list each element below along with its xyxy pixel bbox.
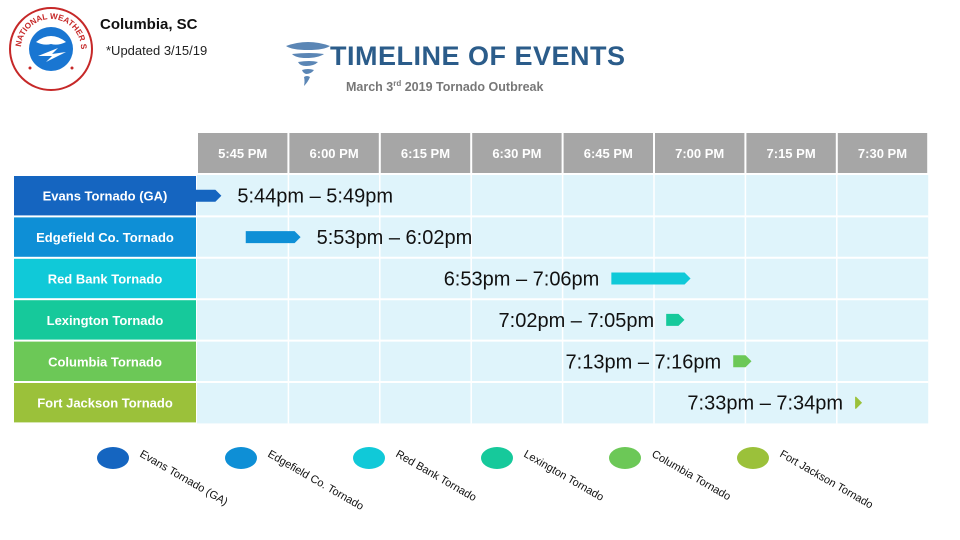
subtitle-post: 2019 Tornado Outbreak [401,80,544,95]
timeline-bar [855,396,863,409]
timeline-bar [733,355,752,368]
row-label-cell [14,258,196,299]
row-label: Lexington Tornado [47,313,164,328]
row-label: Evans Tornado (GA) [43,189,168,204]
header-cell [655,133,745,173]
legend-label: Fort Jackson Tornado [778,448,875,511]
header-cell [198,133,288,173]
row-label-cell [14,176,196,216]
header-cell [289,133,379,173]
timeline-bar [611,272,691,285]
row-label: Red Bank Tornado [48,272,163,287]
timeline-bar [245,231,301,244]
x-tick-label: 5:45 PM [218,146,267,161]
header-cell [563,133,653,173]
header-cell [837,133,928,173]
time-range-label: 7:13pm – 7:16pm [566,351,722,373]
x-tick-label: 6:15 PM [401,146,450,161]
office-name: Columbia, SC [100,16,198,33]
row-label: Fort Jackson Tornado [37,396,173,411]
header-cell [472,133,562,173]
legend-marker [481,447,513,469]
x-tick-label: 6:45 PM [584,146,633,161]
subtitle-pre: March 3 [346,80,394,95]
row-label-cell [14,383,196,423]
legend-label: Edgefield Co. Tornado [266,448,366,513]
x-tick-label: 7:00 PM [675,146,724,161]
header-cell [380,133,471,173]
updated-date: *Updated 3/15/19 [106,43,208,58]
row-label-cell [14,300,196,340]
legend-label: Evans Tornado (GA) [138,448,230,508]
timeline-bar [190,189,222,202]
x-tick-label: 7:15 PM [767,146,816,161]
time-range-label: 5:53pm – 6:02pm [317,227,473,249]
legend-marker [737,447,769,469]
timeline-bar [666,313,685,326]
legend-marker [353,447,385,469]
time-range-label: 5:44pm – 5:49pm [237,186,393,208]
row-label-cell [14,217,196,257]
legend-marker [97,447,129,469]
x-tick-label: 6:00 PM [310,146,359,161]
legend-label: Red Bank Tornado [394,448,479,504]
legend-label: Columbia Tornado [650,448,733,503]
row-label-cell [14,341,196,381]
time-range-label: 6:53pm – 7:06pm [444,269,600,291]
legend-marker [225,447,257,469]
legend-label: Lexington Tornado [522,448,606,504]
row-label: Columbia Tornado [48,354,162,369]
time-range-label: 7:33pm – 7:34pm [687,393,843,415]
tornado-icon [286,42,330,86]
x-tick-label: 6:30 PM [492,146,541,161]
page-subtitle: March 3rd 2019 Tornado Outbreak [346,79,543,94]
header-cell [746,133,836,173]
legend-marker [609,447,641,469]
x-tick-label: 7:30 PM [858,146,907,161]
nws-logo: NATIONAL WEATHER SERVICE [8,6,93,91]
time-range-label: 7:02pm – 7:05pm [499,310,655,332]
row-label: Edgefield Co. Tornado [36,230,174,245]
page-title: TIMELINE OF EVENTS [330,41,626,71]
subtitle-sup: rd [393,79,402,88]
